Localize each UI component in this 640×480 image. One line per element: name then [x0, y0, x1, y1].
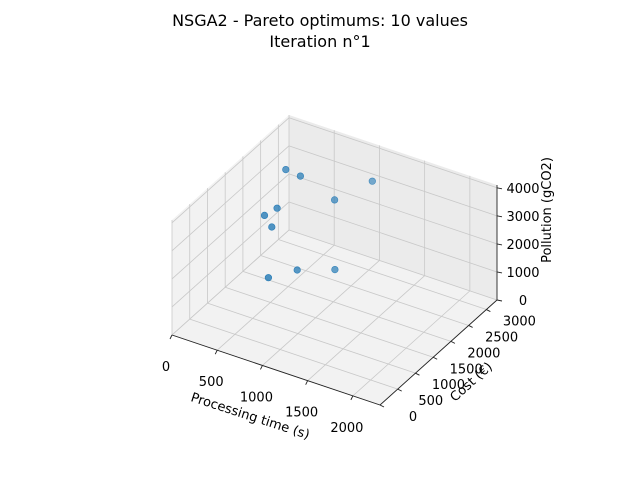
z-tick-label: 3000	[506, 210, 539, 225]
data-point	[273, 204, 281, 212]
y-tick-label: 0	[409, 410, 417, 425]
x-tick-mark	[350, 395, 354, 401]
z-tick-mark	[496, 215, 503, 218]
y-tick-mark	[415, 372, 420, 376]
z-grid-back	[288, 229, 498, 301]
x-tick-label: 500	[199, 375, 224, 390]
z-tick-mark	[496, 187, 503, 190]
x-tick-label: 0	[162, 360, 170, 375]
x-grid-floor	[352, 290, 471, 397]
data-point	[260, 211, 269, 219]
data-point	[331, 266, 339, 274]
chart-title: NSGA2 - Pareto optimums: 10 values	[172, 11, 468, 30]
data-point	[293, 266, 301, 274]
y-tick-mark	[486, 309, 491, 312]
z-tick-mark	[496, 271, 503, 274]
y-tick-label: 2500	[485, 330, 518, 345]
y-tick-label: 1500	[450, 362, 483, 377]
chart-subtitle: Iteration n°1	[269, 32, 371, 51]
z-grid-back	[288, 145, 498, 217]
data-points	[260, 166, 376, 282]
z-tick-label: 1000	[506, 266, 539, 281]
x-grid-floor	[262, 260, 380, 366]
data-point	[268, 223, 276, 231]
z-grid-left	[171, 229, 290, 336]
z-grid-left	[171, 117, 290, 224]
data-point	[264, 274, 273, 282]
y-tick-label: 2000	[467, 346, 500, 361]
x-grid-floor	[307, 275, 425, 381]
y-grid-floor	[189, 318, 398, 390]
y-tick-label: 1000	[432, 378, 465, 393]
z-grid-left	[171, 145, 290, 252]
back-pane	[289, 115, 497, 300]
x-tick-mark	[169, 334, 173, 340]
data-point	[331, 196, 339, 204]
x-tick-mark	[260, 365, 263, 370]
y-grid-floor	[278, 239, 487, 310]
z-grid-back	[288, 117, 498, 189]
floor-pane	[172, 230, 497, 405]
z-tick-mark	[496, 299, 503, 302]
y-grid-floor	[225, 286, 434, 358]
data-point	[282, 166, 290, 174]
x-axis-line	[171, 334, 381, 406]
y-axis-line	[379, 299, 498, 406]
axis-panes	[172, 115, 497, 405]
z-axis-label: Pollution (gCO2)	[540, 157, 555, 263]
y-tick-label: 500	[418, 394, 443, 409]
y-tick-mark	[379, 404, 385, 408]
x-tick-label: 1500	[285, 406, 318, 421]
z-grid-left	[171, 173, 290, 280]
z-grid-left	[171, 201, 290, 308]
axis-lines	[171, 185, 498, 406]
z-tick-mark	[496, 243, 503, 246]
x-tick-label: 1000	[240, 390, 273, 405]
y-tick-mark	[468, 325, 473, 328]
y-tick-mark	[432, 356, 438, 360]
z-grid-back	[288, 201, 498, 273]
y-tick-mark	[450, 340, 456, 344]
x-tick-label: 2000	[330, 421, 363, 436]
data-point	[296, 172, 305, 180]
y-tick-mark	[397, 388, 402, 392]
x-tick-mark	[305, 380, 309, 385]
z-tick-label: 0	[519, 294, 527, 309]
tick-labels: 0500100015002000050010001500200025003000…	[162, 182, 540, 436]
data-point	[368, 177, 376, 185]
y-grid-floor	[207, 302, 416, 374]
x-tick-mark	[214, 350, 218, 355]
left-pane	[172, 115, 289, 335]
x-grid-floor	[216, 244, 335, 351]
z-grid-back	[288, 173, 498, 245]
z-tick-label: 2000	[506, 238, 539, 253]
z-tick-label: 4000	[506, 182, 539, 197]
y-tick-label: 3000	[503, 315, 536, 330]
y-grid-floor	[242, 270, 452, 342]
